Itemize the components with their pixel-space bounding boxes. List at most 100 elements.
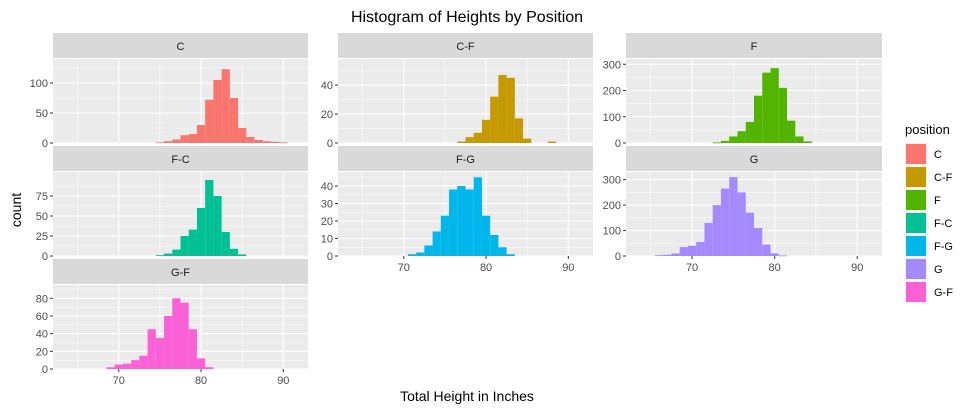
facet-strip-label: C xyxy=(177,41,185,53)
panel-background xyxy=(53,59,308,143)
y-tick-label: 40 xyxy=(36,329,48,341)
histogram-bar xyxy=(262,141,271,143)
histogram-bar xyxy=(762,72,771,143)
legend-label: F xyxy=(934,195,941,207)
histogram-bar xyxy=(440,215,450,256)
histogram-bar xyxy=(498,74,507,143)
histogram-bar xyxy=(490,96,499,143)
legend-swatch xyxy=(906,236,926,256)
x-axis-title: Total Height in Inches xyxy=(400,388,534,404)
facet-strip xyxy=(338,146,593,171)
facet-strip-label: F-G xyxy=(456,154,475,166)
histogram-bar xyxy=(270,141,280,143)
histogram-bar xyxy=(205,99,214,143)
y-tick-label: 300 xyxy=(603,175,621,187)
y-tick-label: 200 xyxy=(603,86,621,98)
histogram-bar xyxy=(205,367,214,369)
facet-strip-label: F xyxy=(751,41,758,53)
facet-strip-label: G xyxy=(750,154,759,166)
histogram-bar xyxy=(155,338,165,369)
histogram-bar xyxy=(155,255,165,256)
histogram-bar xyxy=(196,125,206,143)
y-tick-label: 200 xyxy=(603,200,621,212)
histogram-bar xyxy=(712,142,721,144)
histogram-bar xyxy=(213,196,222,256)
facet-strip-label: C-F xyxy=(456,41,475,53)
y-tick-label: 0 xyxy=(615,251,621,263)
facet-strip xyxy=(338,33,593,58)
histogram-bar xyxy=(196,208,206,256)
y-tick-label: 30 xyxy=(321,199,333,211)
legend-label: C-F xyxy=(934,172,953,184)
legend-swatch xyxy=(906,144,926,164)
facet-panel-c-f: C-F 0 20 40 xyxy=(321,33,593,150)
histogram-bar xyxy=(481,215,491,256)
histogram-bar xyxy=(188,329,197,369)
facet-panel-f-c: F-C 0 25 50 75 xyxy=(36,146,308,263)
histogram-bar xyxy=(754,228,763,256)
y-tick-label: 20 xyxy=(321,216,333,228)
x-tick-label: 90 xyxy=(277,375,289,387)
y-tick-label: 0 xyxy=(42,251,48,263)
y-tick-label: 0 xyxy=(327,138,333,150)
histogram-bar xyxy=(490,235,499,256)
legend-swatch xyxy=(906,167,926,187)
histogram-bar xyxy=(164,253,173,256)
histogram-bar xyxy=(473,177,482,256)
legend-swatch xyxy=(906,259,926,279)
histogram-bar xyxy=(221,232,230,256)
x-tick-label: 70 xyxy=(113,375,125,387)
y-tick-label: 0 xyxy=(615,138,621,150)
legend-title: position xyxy=(905,122,950,137)
facet-strip-label: G-F xyxy=(171,267,190,279)
legend-label: F-C xyxy=(934,218,952,230)
y-tick-label: 100 xyxy=(603,226,621,238)
histogram-bar xyxy=(465,189,474,256)
y-tick-label: 10 xyxy=(321,234,333,246)
histogram-bar xyxy=(424,245,433,256)
histogram-bar xyxy=(547,141,556,143)
histogram-bar xyxy=(432,231,441,256)
y-tick-label: 40 xyxy=(321,181,333,193)
histogram-bar xyxy=(729,177,738,256)
x-tick-label: 80 xyxy=(769,262,781,274)
histogram-bar xyxy=(229,98,239,143)
facet-strip xyxy=(53,146,308,171)
panel-background xyxy=(338,59,593,143)
histogram-bar xyxy=(238,128,247,143)
legend-label: G xyxy=(934,264,943,276)
histogram-bar xyxy=(506,77,515,143)
facet-panel-c: C 0 50 100 xyxy=(30,33,308,150)
histogram-bar xyxy=(147,329,156,369)
histogram-bar xyxy=(139,355,148,369)
histogram-bar xyxy=(671,253,680,256)
histogram-bar xyxy=(449,189,458,256)
histogram-bar xyxy=(687,245,697,256)
legend: position C C-F F F-C F-G G G-F xyxy=(905,122,953,303)
histogram-bar xyxy=(205,180,214,256)
facet-strip xyxy=(53,259,308,284)
y-axis-title: count xyxy=(8,193,24,227)
chart-title: Histogram of Heights by Position xyxy=(351,9,583,26)
histogram-bar xyxy=(246,137,255,143)
histogram-bar xyxy=(498,247,507,256)
histogram-bar xyxy=(180,236,189,256)
histogram-bar xyxy=(663,254,672,256)
histogram-bar xyxy=(679,247,688,256)
y-tick-label: 20 xyxy=(36,346,48,358)
histogram-bar xyxy=(114,364,123,369)
y-tick-label: 50 xyxy=(36,211,48,223)
facet-panel-f-g: F-G 0 10 20 30 40 70 80 90 xyxy=(321,146,593,274)
histogram-bar xyxy=(754,95,763,143)
y-tick-label: 40 xyxy=(321,80,333,92)
histogram-bar xyxy=(745,122,754,143)
facet-panel-f: F 0 100 200 300 xyxy=(603,33,882,150)
histogram-bar xyxy=(180,302,189,369)
facet-strip xyxy=(626,146,882,171)
histogram-bar xyxy=(803,141,812,143)
histogram-bar xyxy=(172,298,181,369)
histogram-bar xyxy=(795,136,804,143)
histogram-bar xyxy=(279,142,288,144)
histogram-bar xyxy=(762,244,771,256)
histogram-bar xyxy=(737,131,746,143)
